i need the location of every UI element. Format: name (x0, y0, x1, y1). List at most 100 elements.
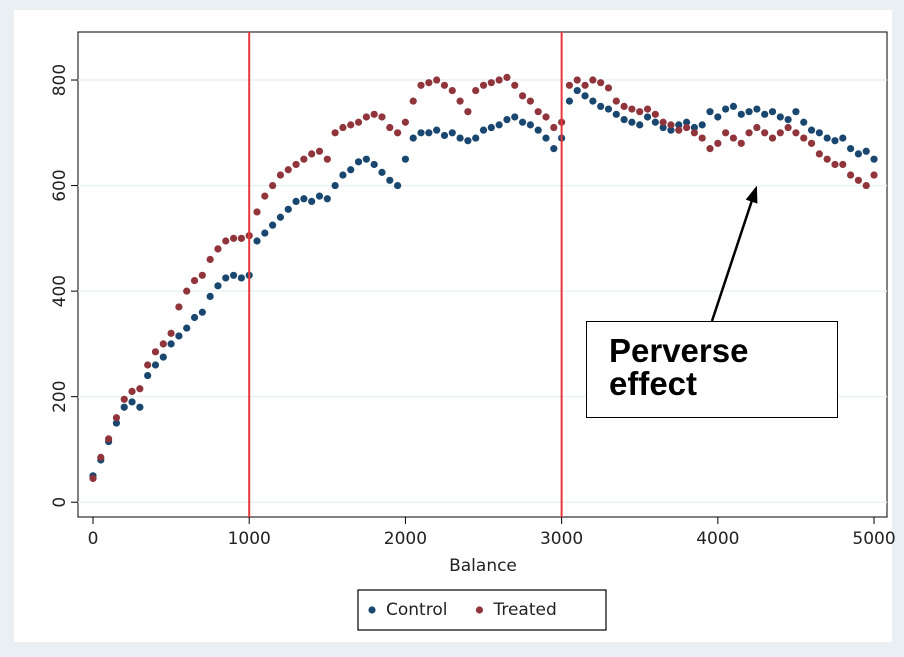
point (315, 192, 324, 200)
point (550, 145, 558, 153)
arrow-head (745, 185, 758, 204)
marks (78, 32, 887, 517)
point (800, 118, 808, 126)
point (511, 113, 519, 121)
point (175, 303, 183, 311)
point (636, 121, 644, 129)
point (729, 134, 738, 142)
point (667, 126, 675, 134)
point (120, 403, 128, 411)
point (261, 192, 269, 200)
point (425, 79, 433, 87)
point (745, 129, 753, 137)
point (597, 79, 605, 87)
point (729, 102, 738, 111)
point (315, 147, 324, 155)
point (440, 131, 449, 140)
legend-marker (368, 606, 376, 614)
point (753, 123, 761, 132)
point (682, 123, 691, 132)
point (190, 276, 199, 285)
point (433, 126, 441, 134)
point (573, 76, 581, 84)
point (690, 123, 698, 132)
point (675, 121, 683, 129)
point (550, 123, 558, 132)
point (784, 116, 792, 124)
point (526, 97, 534, 105)
legend-label: Treated (492, 600, 556, 620)
point (167, 329, 175, 337)
point (854, 150, 863, 158)
point (847, 171, 855, 179)
point (151, 361, 160, 369)
point (206, 292, 214, 301)
point (706, 145, 714, 153)
point (612, 110, 620, 118)
point (433, 76, 441, 84)
point (495, 121, 503, 129)
point (237, 274, 245, 282)
point (761, 129, 769, 137)
point (183, 324, 191, 332)
point (698, 134, 706, 142)
point (229, 234, 238, 242)
point (597, 102, 605, 111)
point (667, 121, 675, 129)
point (183, 287, 191, 295)
point (573, 86, 581, 95)
point (831, 137, 839, 145)
point (839, 134, 847, 142)
point (518, 92, 527, 100)
point (456, 97, 464, 105)
point (565, 81, 574, 89)
point (589, 76, 597, 84)
point (503, 116, 511, 124)
point (472, 86, 480, 95)
x-tick-label: 5000 (852, 529, 895, 549)
point (136, 385, 144, 393)
point (847, 145, 855, 153)
point (409, 97, 417, 105)
point (690, 129, 698, 137)
point (784, 123, 792, 132)
point (448, 86, 456, 95)
point (354, 158, 363, 166)
point (417, 81, 425, 89)
y-tick-label: 0 (50, 497, 70, 508)
point (112, 414, 121, 422)
point (503, 73, 511, 81)
point (604, 84, 613, 92)
point (776, 113, 784, 121)
point (792, 108, 800, 116)
point (768, 134, 777, 142)
point (128, 398, 136, 406)
point (269, 221, 277, 229)
point (628, 105, 636, 113)
point (159, 340, 167, 348)
point (276, 213, 285, 221)
point (620, 102, 628, 111)
point (581, 81, 589, 89)
point (331, 129, 339, 137)
point (144, 361, 152, 369)
point (526, 121, 534, 129)
point (862, 147, 870, 155)
point (807, 126, 816, 134)
x-tick-label: 2000 (384, 529, 427, 549)
point (823, 134, 831, 142)
point (214, 245, 222, 253)
point (331, 181, 339, 190)
point (378, 113, 386, 121)
y-tick-label: 600 (50, 169, 70, 201)
point (612, 97, 620, 105)
point (308, 197, 316, 206)
point (386, 176, 394, 184)
point (120, 395, 128, 403)
point (253, 237, 261, 245)
point (518, 118, 527, 126)
point (495, 76, 503, 84)
point (378, 168, 386, 176)
point (347, 166, 355, 174)
point (698, 121, 706, 129)
